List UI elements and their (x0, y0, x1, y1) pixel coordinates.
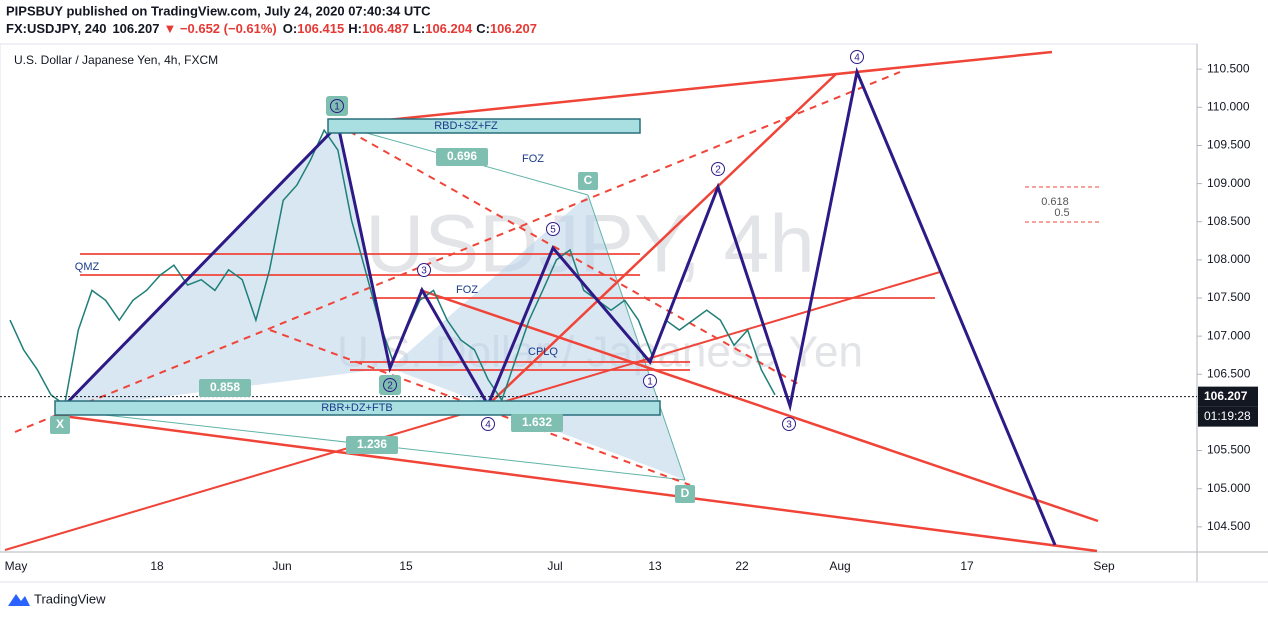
y-tick-label: 108.000 (1207, 252, 1251, 266)
publisher: PIPSBUY published on TradingView.com, Ju… (6, 3, 431, 18)
wave-circle (711, 162, 725, 176)
ratio-label: 0.696 (447, 149, 477, 163)
ohlc-label: O: (283, 21, 297, 36)
countdown-label: 01:19:28 (1204, 409, 1251, 423)
wave-number: 3 (786, 420, 792, 431)
y-tick-label: 107.500 (1207, 290, 1251, 304)
ratio-label: 1.632 (522, 415, 552, 429)
ohlc-value: 106.415 (297, 21, 344, 36)
y-tick-label: 108.500 (1207, 214, 1251, 228)
ratio-label: 0.858 (210, 380, 240, 394)
x-tick-label: 17 (960, 559, 974, 573)
y-tick-label: 106.500 (1207, 366, 1251, 380)
wave-number: 2 (715, 165, 721, 176)
trend-line (337, 124, 801, 386)
ohlc-label: C: (476, 21, 490, 36)
ratio-tag (578, 172, 598, 190)
ratio-tag (346, 436, 398, 454)
ohlc-label: L: (413, 21, 425, 36)
brand: TradingView (34, 591, 106, 606)
ohlc-value: 106.487 (362, 21, 409, 36)
wave-number: 3 (421, 266, 427, 277)
wave-circle (383, 378, 397, 392)
wave-path (58, 66, 1057, 546)
ratio-tag (50, 416, 70, 434)
wave-number: 4 (485, 420, 491, 431)
y-tick-label: 105.000 (1207, 481, 1251, 495)
ratio-label: X (56, 417, 64, 431)
ratio-tag (436, 148, 488, 166)
wave-circle (481, 417, 495, 431)
wave-circle (546, 222, 560, 236)
x-tick-label: May (5, 559, 28, 573)
x-tick-label: Jun (272, 559, 291, 573)
wave-number: 1 (334, 102, 340, 113)
ratio-label: D (681, 486, 690, 500)
zone-name: FOZ (456, 284, 478, 296)
zone-box (327, 118, 641, 134)
ratio-tag (675, 485, 695, 503)
ohlc-label: H: (348, 21, 362, 36)
ratio-line (587, 194, 686, 481)
chart-title: U.S. Dollar / Japanese Yen, 4h, FXCM (14, 53, 218, 67)
wave-number: 5 (550, 225, 556, 236)
y-tick-label: 104.500 (1207, 519, 1251, 533)
y-tick-label: 105.500 (1207, 443, 1251, 457)
zone-box (54, 400, 661, 416)
x-tick-label: Aug (829, 559, 850, 573)
zone-name: QMZ (75, 261, 100, 273)
wave-circle (643, 374, 657, 388)
ratio-tag (511, 414, 563, 432)
wave-circle (850, 50, 864, 64)
wave-number: 4 (854, 53, 860, 64)
x-tick-label: 22 (735, 559, 749, 573)
pattern-fill (60, 125, 390, 410)
x-tick-label: Sep (1093, 559, 1115, 573)
wave-number: 2 (387, 381, 393, 392)
wave-circle (330, 99, 344, 113)
wave-number: 1 (647, 377, 653, 388)
wave-circle (417, 263, 431, 277)
trend-line (54, 413, 1098, 553)
zone-label: RBR+DZ+FTB (321, 402, 393, 414)
zone-name: CPLQ (528, 346, 558, 358)
countdown-tag (1198, 406, 1258, 427)
zone-name: FOZ (522, 153, 544, 165)
ohlc-value: 106.204 (425, 21, 473, 36)
brand-logo (8, 594, 30, 606)
trend-line (487, 73, 837, 406)
trend-line (419, 288, 1099, 523)
ohlc-value: 106.207 (490, 21, 537, 36)
symbol-line: FX:USDJPY, 240 106.207 ▼ −0.652 (−0.61%) O:… (6, 21, 537, 36)
trend-line (14, 71, 901, 433)
x-tick-label: Jul (547, 559, 562, 573)
y-tick-label: 110.500 (1207, 61, 1250, 75)
y-tick-label: 107.000 (1207, 328, 1251, 342)
price-tag (1198, 386, 1258, 407)
trend-line (337, 50, 1053, 127)
y-tick-label: 109.500 (1207, 138, 1251, 152)
ratio-tag (199, 379, 251, 397)
symbol: FX:USDJPY, 240 (6, 21, 106, 36)
ratio-label: 1.236 (357, 437, 387, 451)
x-tick-label: 13 (648, 559, 662, 573)
x-tick-label: 18 (150, 559, 164, 573)
last-price: 106.207 (112, 21, 159, 36)
zone-label: RBD+SZ+FZ (434, 120, 498, 132)
y-tick-label: 109.000 (1207, 176, 1251, 190)
fib-label: 0.618 (1041, 196, 1069, 208)
wave-circle (782, 417, 796, 431)
x-tick-label: 15 (399, 559, 413, 573)
fib-label: 0.5 (1054, 207, 1069, 219)
price-tag-label: 106.207 (1204, 389, 1248, 403)
y-tick-label: 110.000 (1207, 99, 1250, 113)
ratio-label: C (584, 173, 593, 187)
change: ▼ −0.652 (−0.61%) (163, 21, 276, 36)
